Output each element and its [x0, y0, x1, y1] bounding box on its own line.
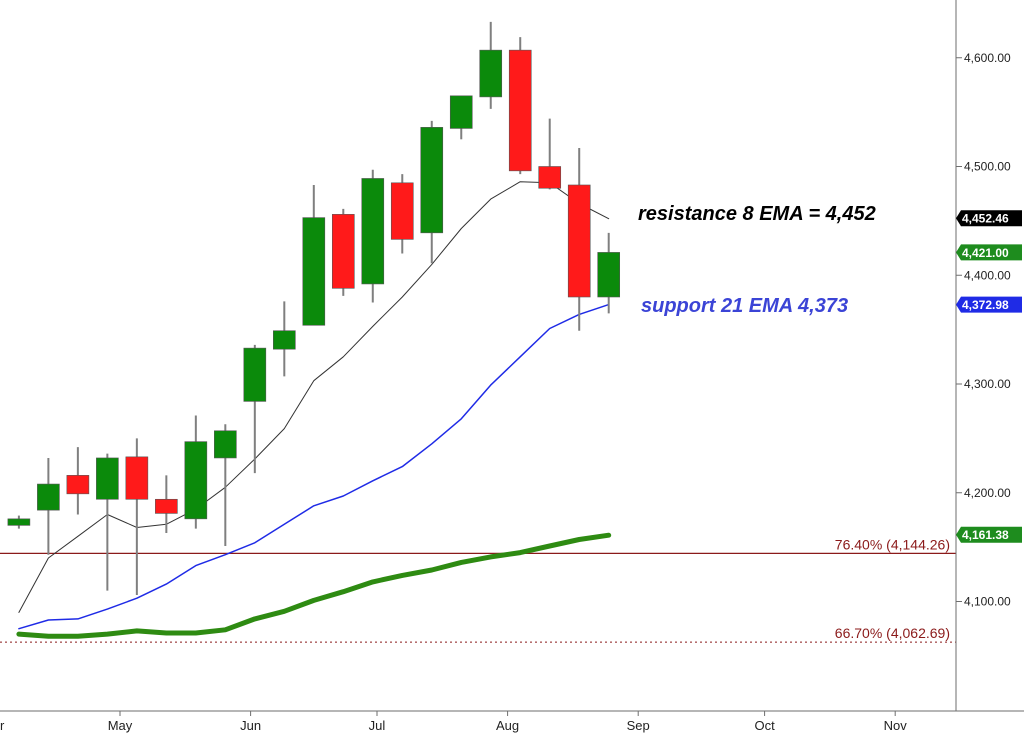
candle-body [302, 217, 326, 326]
fib-label: 66.70% (4,062.69) [835, 625, 950, 641]
moving-averages [16, 181, 612, 639]
price-tag: 4,372.98 [956, 296, 1022, 313]
price-tag-box [956, 296, 1022, 313]
candle-body [273, 330, 296, 350]
candle-body [125, 456, 149, 500]
ema-8-line [18, 181, 610, 613]
price-tag-box [956, 244, 1022, 261]
candle-body [390, 182, 414, 240]
price-tag-box [956, 526, 1022, 543]
price-tags: 4,452.46 4,421.00 4,372.98 4,161.38 [956, 210, 1022, 543]
candle-body [597, 252, 621, 298]
candle-body [449, 95, 473, 129]
price-tag-label: 4,161.38 [962, 528, 1009, 542]
candle-body [538, 166, 562, 189]
y-tick-label: 4,200.00 [964, 486, 1011, 500]
candle-body [66, 475, 90, 495]
candles [7, 21, 621, 595]
sma-long-line [16, 532, 612, 639]
x-tick-label: Jul [369, 718, 386, 733]
y-tick-label: 4,600.00 [964, 51, 1011, 65]
candle-body [331, 214, 355, 289]
candle-body [96, 457, 119, 500]
candle-body [567, 184, 591, 298]
price-tag-label: 4,452.46 [962, 212, 1009, 226]
price-tag-label: 4,372.98 [962, 298, 1009, 312]
price-tag-label: 4,421.00 [962, 246, 1009, 260]
y-tick-label: 4,100.00 [964, 595, 1011, 609]
x-tick-label: Sep [627, 718, 650, 733]
resistance-annotation: resistance 8 EMA = 4,452 [638, 203, 876, 225]
candle-body [420, 127, 444, 234]
fib-label: 76.40% (4,144.26) [835, 536, 950, 552]
y-tick-label: 4,500.00 [964, 160, 1011, 174]
price-tag: 4,161.38 [956, 526, 1022, 543]
ema-21-line [18, 303, 610, 630]
y-tick-label: 4,300.00 [964, 377, 1011, 391]
support-annotation: support 21 EMA 4,373 [641, 295, 848, 317]
candle-body [508, 49, 532, 172]
price-tag: 4,421.00 [956, 244, 1022, 261]
candle-body [361, 178, 385, 285]
price-tag: 4,452.46 [956, 210, 1022, 227]
y-tick-label: 4,400.00 [964, 268, 1011, 282]
x-tick-label: r [0, 718, 5, 733]
y-axis-ticks: 4,100.00 4,200.00 4,300.00 4,400.00 4,500.00… [956, 51, 1011, 609]
candle-body [37, 483, 60, 511]
x-tick-label: May [108, 718, 133, 733]
fibonacci-levels: 76.40% (4,144.26) 66.70% (4,062.69) [0, 536, 956, 643]
candle-body [214, 430, 237, 459]
candle-body [184, 441, 208, 520]
x-axis-ticks: May Jun Jul Aug Sep Oct Nov r [0, 711, 907, 733]
candle-body [243, 347, 267, 402]
candle-body [155, 498, 178, 514]
candle-body [479, 49, 503, 98]
price-tag-box [956, 210, 1022, 227]
candle-body [7, 518, 31, 526]
x-tick-label: Oct [754, 718, 775, 733]
x-tick-label: Nov [884, 718, 908, 733]
x-tick-label: Aug [496, 718, 519, 733]
x-tick-label: Jun [240, 718, 261, 733]
